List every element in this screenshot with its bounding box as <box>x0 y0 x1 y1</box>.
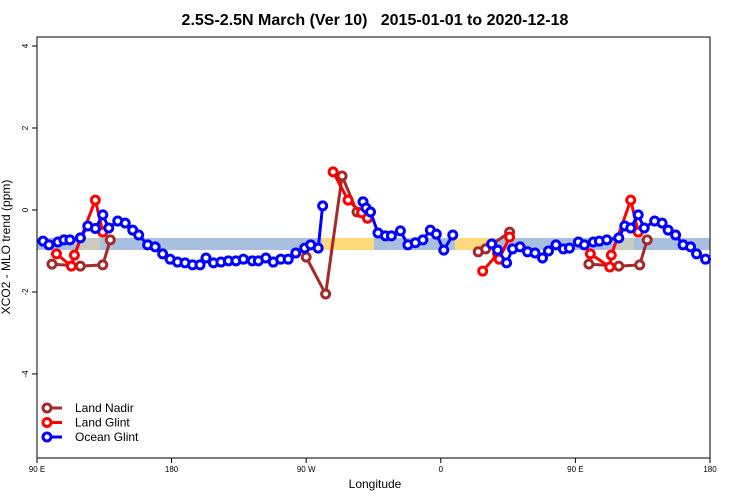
point <box>447 229 459 241</box>
x-tick-label: 180 <box>703 465 717 474</box>
series-line <box>588 239 649 268</box>
point <box>290 247 302 259</box>
point <box>64 234 76 246</box>
point <box>578 239 590 251</box>
point <box>74 232 86 244</box>
point <box>700 253 712 265</box>
point <box>119 217 131 229</box>
point <box>656 217 668 229</box>
point <box>477 265 489 277</box>
point <box>604 261 616 273</box>
point <box>43 239 55 251</box>
legend-label: Ocean Glint <box>75 430 139 444</box>
point <box>542 245 554 257</box>
y-tick-label: 0 <box>21 207 30 212</box>
point <box>97 209 109 221</box>
point <box>504 231 516 243</box>
x-axis-label: Longitude <box>349 477 402 491</box>
point <box>46 258 58 270</box>
point <box>68 249 80 261</box>
point <box>430 228 442 240</box>
y-axis-label: XCO2 - MLO trend (ppm) <box>0 180 13 315</box>
legend-marker <box>41 402 53 414</box>
point <box>691 248 703 260</box>
point <box>584 248 596 260</box>
point <box>514 241 526 253</box>
point <box>670 229 682 241</box>
x-tick-label: 180 <box>165 465 179 474</box>
point <box>194 259 206 271</box>
point <box>625 222 637 234</box>
y-tick-label: -2 <box>21 288 30 296</box>
point <box>97 259 109 271</box>
point <box>685 241 697 253</box>
point <box>583 258 595 270</box>
legend-label: Land Glint <box>75 416 130 430</box>
point <box>638 222 650 234</box>
point <box>342 194 354 206</box>
point <box>613 232 625 244</box>
point <box>492 244 504 256</box>
point <box>529 247 541 259</box>
point <box>200 252 212 264</box>
point <box>536 252 548 264</box>
point <box>634 259 646 271</box>
point <box>157 248 169 260</box>
legend-label: Land Nadir <box>75 401 134 415</box>
point <box>641 234 653 246</box>
legend-marker <box>41 431 53 443</box>
point <box>282 253 294 265</box>
point <box>394 225 406 237</box>
point <box>625 194 637 206</box>
point <box>103 222 115 234</box>
legend-marker <box>41 417 53 428</box>
point <box>417 234 429 246</box>
point <box>89 222 101 234</box>
point <box>486 238 498 250</box>
point <box>104 234 116 246</box>
point <box>50 248 62 260</box>
point <box>632 209 644 221</box>
x-tick-label: 90 W <box>297 465 316 474</box>
series-line <box>304 170 359 299</box>
point <box>601 234 613 246</box>
point <box>336 170 348 182</box>
point <box>563 242 575 254</box>
point <box>133 229 145 241</box>
point <box>662 224 674 236</box>
point <box>320 288 332 300</box>
point <box>89 194 101 206</box>
band-segment <box>80 238 100 250</box>
x-tick-label: 90 E <box>567 465 583 474</box>
point <box>365 206 377 218</box>
point <box>327 166 339 178</box>
y-tick-label: 4 <box>21 43 30 48</box>
point <box>300 251 312 263</box>
band-segment <box>322 238 374 250</box>
chart-title: 2.5S-2.5N March (Ver 10) 2015-01-01 to 2… <box>182 12 569 29</box>
plot-frame <box>36 36 711 459</box>
y-tick-label: -4 <box>21 370 30 378</box>
point <box>312 242 324 254</box>
x-tick-label: 0 <box>439 465 444 474</box>
point <box>501 257 513 269</box>
point <box>74 260 86 272</box>
point <box>237 253 249 265</box>
point <box>65 260 77 272</box>
point <box>317 200 329 212</box>
y-tick-label: 2 <box>21 125 30 130</box>
x-tick-label: 90 E <box>29 465 45 474</box>
point <box>438 244 450 256</box>
point <box>605 249 617 261</box>
point <box>385 230 397 242</box>
point <box>149 241 161 253</box>
point <box>613 260 625 272</box>
